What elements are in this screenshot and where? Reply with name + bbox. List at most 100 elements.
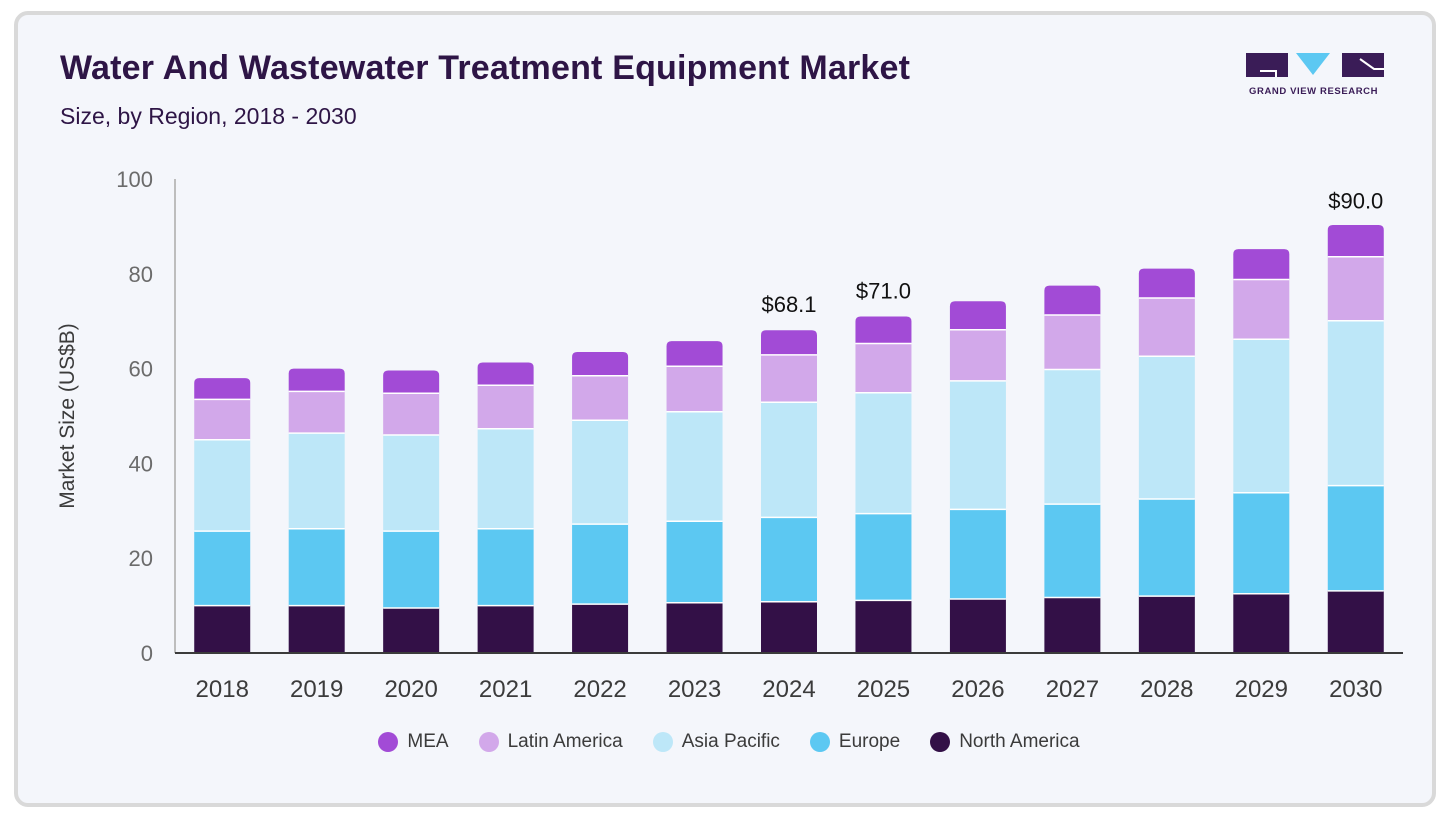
legend-label: North America [959,731,1080,752]
bar-segment-latin-america-2024 [761,354,817,403]
bar-segment-europe-2018 [194,531,251,606]
bar-segment-latin-america-2027 [1044,315,1101,370]
bar-segment-north-america-2023 [666,602,723,653]
legend-swatch [652,732,673,752]
bar-segment-latin-america-2026 [949,329,1006,381]
legend-item-europe[interactable]: Europe [809,731,901,753]
bar-segment-europe-2028 [1138,498,1195,597]
legend-swatch [378,732,399,752]
bar-segment-mea-2027 [1044,285,1101,316]
legend-item-north-america[interactable]: North America [930,731,1080,753]
bar-segment-north-america-2024 [761,601,817,653]
bar-segment-asia-pacific-2020 [383,434,440,532]
y-axis-label: Market Size (US$B) [56,323,79,509]
bar-segment-latin-america-2020 [383,393,440,435]
stacked-bar-chart: 0 20 40 60 80 100 2018 2019 2020 2021 2022 2023 202… [56,167,1403,703]
y-tick-label: 80 [129,262,153,287]
bar-segment-latin-america-2023 [666,366,723,412]
total-value-label: $68.1 [761,292,816,317]
x-tick-label: 2020 [384,676,437,703]
bar-segment-europe-2022 [572,524,629,605]
legend-item-asia-pacific[interactable]: Asia Pacific [652,731,780,753]
bar-segment-asia-pacific-2027 [1044,369,1101,505]
legend-label: Europe [838,731,901,752]
bar-segment-asia-pacific-2021 [477,428,534,529]
bar-segment-asia-pacific-2028 [1138,356,1195,499]
bar-segment-asia-pacific-2029 [1233,339,1290,493]
x-tick-label: 2029 [1235,676,1288,703]
bar-segment-mea-2018 [194,378,251,400]
bar-segment-mea-2020 [383,370,440,394]
bar-segment-mea-2019 [288,368,345,392]
logo-text: GRAND VIEW RESEARCH [1249,86,1379,97]
bar-segment-latin-america-2019 [288,391,345,434]
bar-segment-north-america-2021 [477,605,534,653]
bar-segment-mea-2021 [477,362,534,386]
bar-segment-europe-2020 [383,531,440,608]
bar-segment-europe-2025 [855,513,912,601]
bar-segment-asia-pacific-2019 [288,433,345,529]
legend-item-mea[interactable]: MEA [378,731,449,753]
bar-segment-mea-2026 [949,301,1006,330]
bar-segment-latin-america-2029 [1233,279,1290,340]
bar-segment-europe-2023 [666,521,723,603]
bar-segment-north-america-2030 [1327,590,1384,653]
bar-segment-north-america-2028 [1138,596,1195,653]
bar-segment-asia-pacific-2023 [666,411,723,522]
bar-segment-mea-2029 [1233,249,1290,280]
bar-segment-asia-pacific-2025 [855,392,912,514]
y-tick-label: 20 [129,546,153,571]
bar-segment-north-america-2029 [1233,593,1290,653]
x-tick-label: 2030 [1329,676,1382,703]
bar-segment-europe-2030 [1327,485,1384,591]
legend-swatch [478,732,499,752]
x-tick-label: 2024 [762,676,815,703]
bar-segment-asia-pacific-2018 [194,439,251,532]
x-tick-label: 2018 [196,676,249,703]
bar-segment-north-america-2019 [288,605,345,653]
grand-view-research-logo [1246,53,1384,77]
bar-segment-mea-2024 [761,330,817,355]
bar-segment-north-america-2027 [1044,597,1101,653]
legend-swatch [809,732,830,752]
x-tick-label: 2021 [479,676,532,703]
bar-segment-asia-pacific-2026 [949,380,1006,510]
bar-segment-mea-2025 [855,316,912,344]
x-tick-label: 2023 [668,676,721,703]
bar-segment-europe-2026 [949,509,1006,599]
x-tick-label: 2022 [573,676,626,703]
bar-segment-latin-america-2025 [855,343,912,393]
bar-segment-latin-america-2028 [1138,297,1195,357]
x-tick-label: 2027 [1046,676,1099,703]
bar-segment-europe-2027 [1044,504,1101,598]
bar-segment-north-america-2018 [194,605,251,653]
total-value-label: $90.0 [1328,188,1383,213]
legend-label: MEA [407,731,449,752]
chart-legend: MEA Latin America Asia Pacific Europe North … [18,731,1440,753]
bar-segment-north-america-2020 [383,607,440,653]
bar-segment-mea-2030 [1327,224,1384,257]
x-tick-label: 2026 [951,676,1004,703]
total-value-label: $71.0 [856,278,911,303]
bar-segment-asia-pacific-2024 [761,402,817,518]
bar-segment-mea-2022 [572,352,629,376]
legend-label: Latin America [507,731,623,752]
chart-subtitle: Size, by Region, 2018 - 2030 [60,103,357,129]
bar-segment-latin-america-2018 [194,399,251,440]
y-tick-label: 40 [129,451,153,476]
bar-segment-north-america-2022 [572,604,629,653]
bar-segment-europe-2024 [761,517,817,602]
y-tick-label: 0 [141,641,153,666]
legend-item-latin-america[interactable]: Latin America [478,731,623,753]
x-tick-label: 2019 [290,676,343,703]
bar-segment-mea-2028 [1138,268,1195,298]
bar-segment-asia-pacific-2022 [572,420,629,525]
bar-segment-europe-2029 [1233,492,1290,594]
x-tick-label: 2028 [1140,676,1193,703]
chart-card: Water And Wastewater Treatment Equipment… [14,11,1436,807]
bar-segment-mea-2023 [666,341,723,367]
x-tick-label: 2025 [857,676,910,703]
bar-segment-asia-pacific-2030 [1327,320,1384,486]
bar-segment-europe-2021 [477,528,534,606]
legend-label: Asia Pacific [681,731,780,752]
